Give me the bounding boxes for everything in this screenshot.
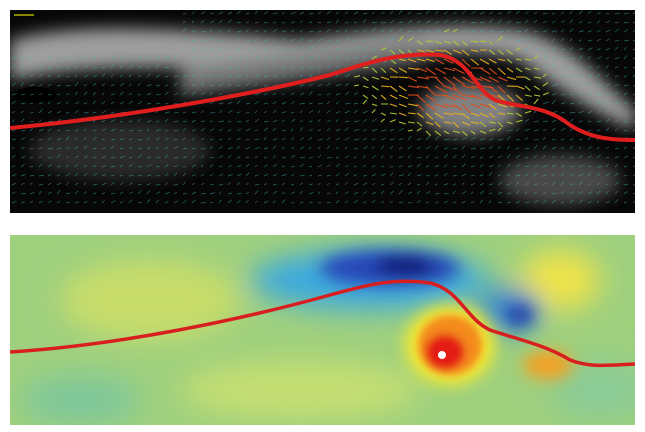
vector-arrow bbox=[381, 86, 389, 87]
peak-marker bbox=[438, 351, 446, 359]
vector-arrow bbox=[399, 77, 408, 78]
page: (() => { const data = JSON.parse(documen… bbox=[0, 0, 645, 432]
figure bbox=[0, 0, 645, 432]
velocity-panel bbox=[10, 10, 638, 213]
vector-arrow bbox=[363, 175, 367, 176]
vector-arrow bbox=[408, 113, 416, 114]
vector-arrow bbox=[426, 41, 433, 42]
vector-arrow bbox=[363, 67, 368, 68]
vorticity-panel bbox=[10, 235, 645, 425]
